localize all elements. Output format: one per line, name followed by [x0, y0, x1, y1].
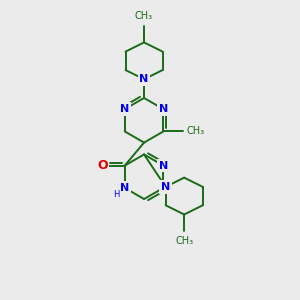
Text: N: N	[120, 183, 129, 193]
Text: N: N	[159, 104, 168, 114]
Text: N: N	[140, 74, 149, 84]
Text: N: N	[161, 182, 170, 192]
Text: N: N	[120, 104, 129, 114]
Text: N: N	[159, 160, 168, 171]
Text: CH₃: CH₃	[186, 126, 204, 136]
Text: CH₃: CH₃	[175, 236, 193, 246]
Text: H: H	[113, 190, 120, 199]
Text: CH₃: CH₃	[135, 11, 153, 21]
Text: O: O	[97, 159, 108, 172]
